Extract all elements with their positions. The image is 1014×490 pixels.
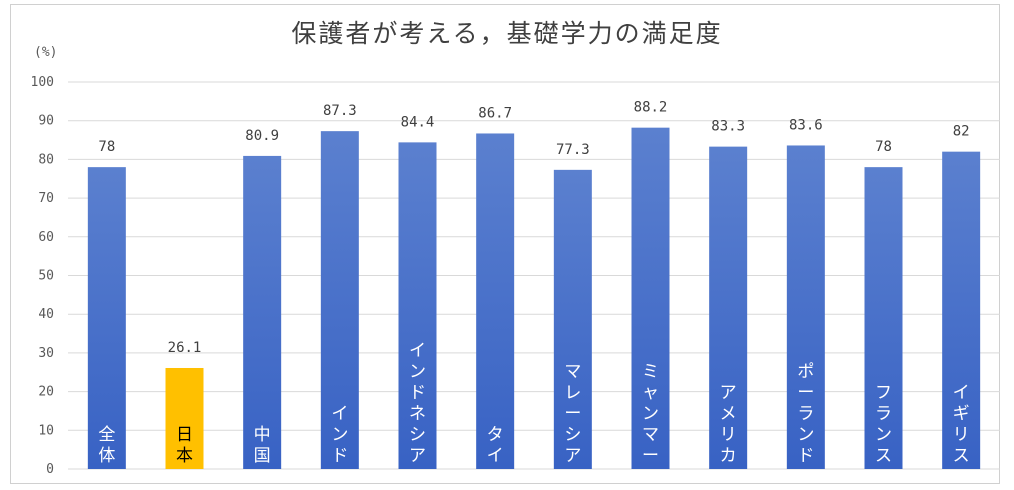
bar xyxy=(243,155,282,470)
y-tick-label: 50 xyxy=(38,269,54,284)
data-label: 77.3 xyxy=(556,142,590,158)
y-axis-ticks: 0 10 20 30 40 50 60 70 80 90 100 xyxy=(31,75,54,477)
category-label: インド xyxy=(331,404,348,466)
bar xyxy=(320,131,359,470)
bars xyxy=(87,127,981,470)
category-label: アメリカ xyxy=(720,383,737,466)
data-label: 82 xyxy=(953,124,970,140)
y-tick-label: 0 xyxy=(46,462,54,477)
category-label: フランス xyxy=(875,383,892,466)
category-label: タイ xyxy=(487,425,504,466)
data-label: 78 xyxy=(98,139,115,155)
data-label: 84.4 xyxy=(401,114,435,130)
data-label: 26.1 xyxy=(168,340,202,356)
bar xyxy=(864,167,903,469)
category-label: インドネシア xyxy=(409,341,426,466)
y-tick-label: 40 xyxy=(38,307,54,322)
category-label: イギリス xyxy=(953,383,970,466)
y-tick-label: 10 xyxy=(38,423,54,438)
chart-title: 保護者が考える，基礎学力の満足度 xyxy=(291,19,723,48)
y-tick-label: 90 xyxy=(38,114,54,129)
data-label: 80.9 xyxy=(245,128,279,144)
category-label: ミャンマー xyxy=(642,362,659,466)
y-tick-label: 60 xyxy=(38,230,54,245)
bar xyxy=(786,145,825,469)
data-label: 86.7 xyxy=(478,105,512,121)
y-tick-label: 100 xyxy=(31,75,54,90)
category-label: ポーランド xyxy=(797,362,814,466)
data-label: 88.2 xyxy=(634,100,668,116)
category-label: 全体 xyxy=(98,425,115,466)
bar xyxy=(942,151,981,469)
category-label: マレーシア xyxy=(564,362,581,466)
category-label: 日本 xyxy=(176,425,193,466)
bar xyxy=(709,146,748,469)
bar xyxy=(553,169,592,469)
data-label: 87.3 xyxy=(323,103,357,119)
bar xyxy=(398,142,437,469)
data-label: 83.6 xyxy=(789,117,823,133)
bar xyxy=(476,133,515,469)
y-tick-label: 80 xyxy=(38,152,54,167)
data-label: 83.3 xyxy=(711,119,745,135)
y-axis-unit-label: (%) xyxy=(34,45,57,60)
bar xyxy=(631,127,670,469)
data-label: 78 xyxy=(875,139,892,155)
bar xyxy=(87,167,126,469)
category-label: 中国 xyxy=(254,425,271,466)
y-tick-label: 70 xyxy=(38,191,54,206)
gridlines xyxy=(68,81,1000,470)
bar xyxy=(165,367,204,469)
y-tick-label: 30 xyxy=(38,346,54,361)
data-labels: 78 26.1 80.9 87.3 84.4 86.7 77.3 88.2 83.3 83.6 78… xyxy=(98,100,969,356)
y-tick-label: 20 xyxy=(38,385,54,400)
